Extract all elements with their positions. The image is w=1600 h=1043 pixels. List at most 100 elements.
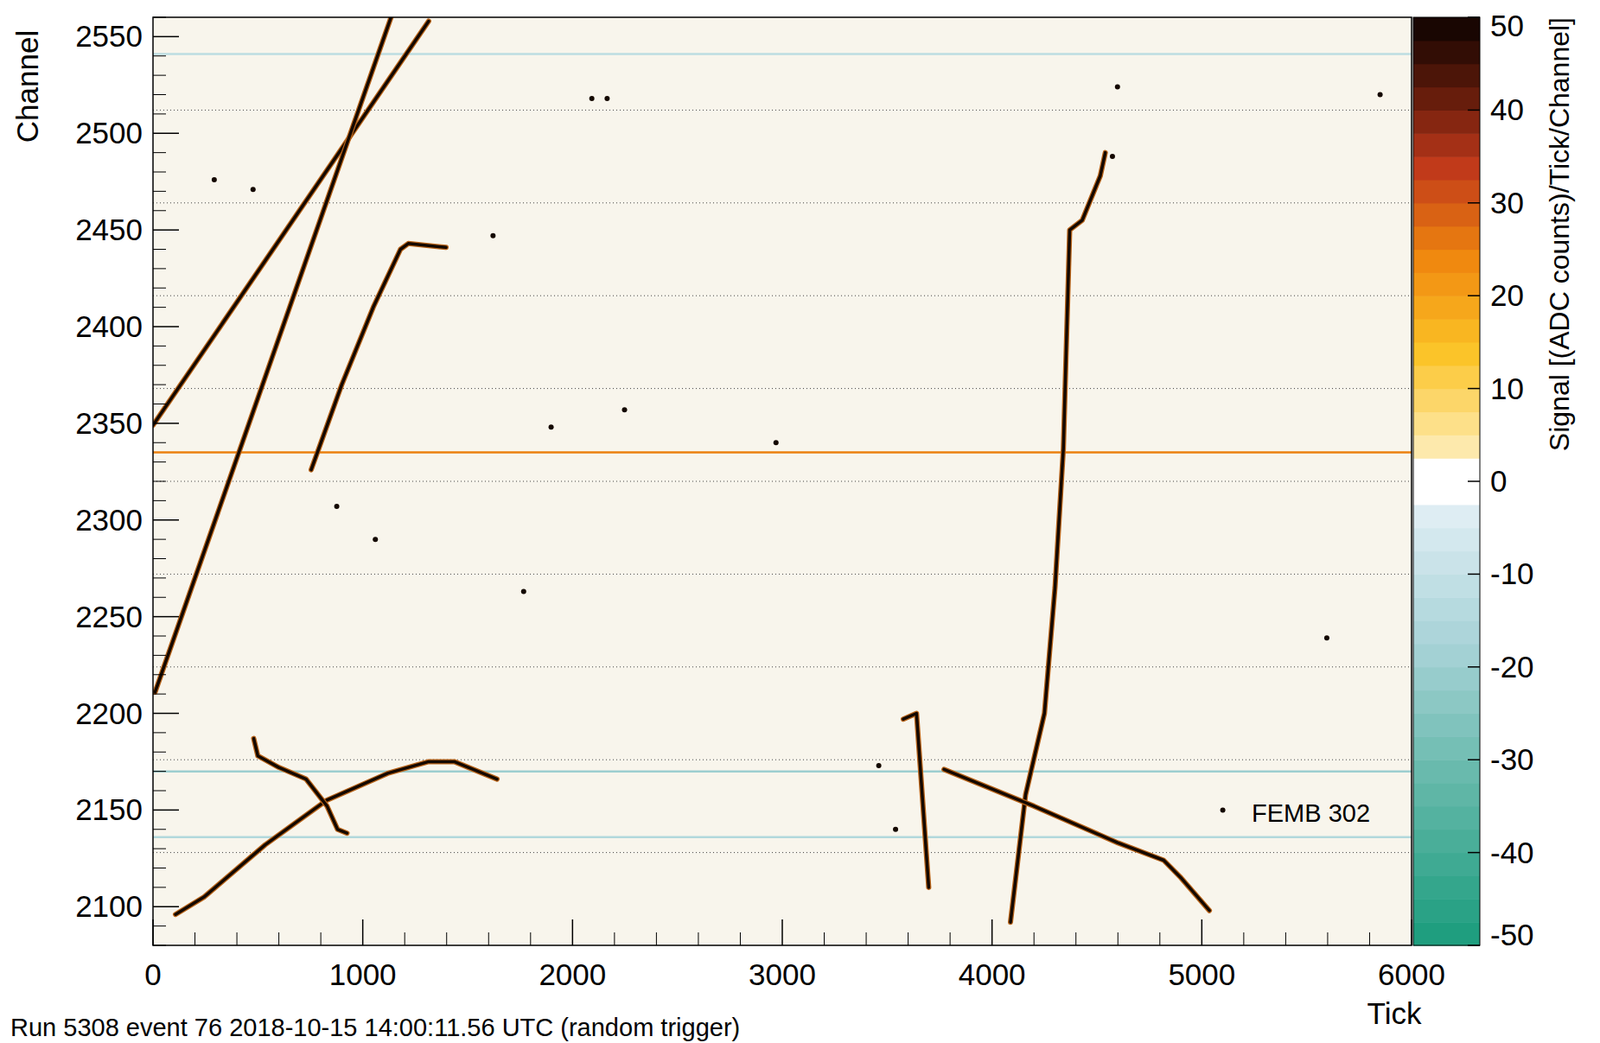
track	[152, 21, 429, 427]
colorbar-tick-label: -50	[1490, 917, 1535, 952]
x-minor-tick	[1285, 932, 1287, 946]
y-minor-tick	[152, 191, 166, 192]
colorbar-tick-label: -40	[1490, 835, 1535, 870]
colorbar-band	[1413, 853, 1480, 877]
colorbar-band	[1413, 481, 1480, 505]
femb-boundary	[152, 109, 1412, 111]
colorbar-tick	[1467, 666, 1480, 669]
blip	[1220, 807, 1226, 813]
colorbar-band	[1413, 203, 1480, 227]
x-tick	[1410, 919, 1413, 946]
colorbar-band	[1413, 875, 1480, 899]
colorbar-tick	[1467, 294, 1480, 297]
colorbar-band	[1413, 690, 1480, 714]
track-halo	[943, 769, 1210, 911]
femb-boundary	[152, 759, 1412, 761]
y-tick	[152, 906, 179, 909]
blip	[892, 827, 899, 833]
colorbar-title: Signal [(ADC counts)/Tick/Channel]	[1543, 17, 1575, 452]
blip	[604, 95, 610, 102]
x-minor-tick	[320, 932, 322, 946]
y-tick-label: 2200	[75, 696, 143, 731]
track	[1010, 152, 1106, 924]
y-tick	[152, 422, 179, 425]
colorbar-band	[1413, 342, 1480, 366]
track-halo	[175, 761, 498, 915]
x-axis-title: Tick	[1367, 996, 1422, 1031]
plot-background	[152, 17, 1412, 946]
y-tick-label: 2350	[75, 406, 143, 440]
colorbar-band	[1413, 156, 1480, 180]
colorbar-tick	[1467, 109, 1480, 112]
y-minor-tick	[152, 558, 166, 560]
x-minor-tick	[613, 932, 615, 946]
blip	[622, 407, 628, 413]
y-minor-tick	[152, 248, 166, 250]
colorbar-band	[1413, 573, 1480, 598]
colorbar-tick	[1467, 16, 1480, 19]
blip	[334, 503, 340, 510]
y-minor-tick	[152, 539, 166, 541]
y-minor-tick	[152, 790, 166, 792]
colorbar-tick	[1467, 852, 1480, 855]
colorbar-band	[1413, 713, 1480, 738]
x-minor-tick	[404, 932, 406, 946]
y-minor-tick	[152, 925, 166, 927]
y-tick	[152, 325, 179, 328]
track-halo	[311, 243, 447, 471]
y-minor-tick	[152, 345, 166, 347]
annotation: FEMB 302	[1251, 799, 1371, 828]
track-halo	[152, 21, 429, 427]
y-tick	[152, 809, 179, 812]
plot-frame	[152, 17, 1412, 946]
x-minor-tick	[949, 932, 951, 946]
colorbar-tick-label: 50	[1490, 8, 1524, 43]
blip	[773, 439, 779, 446]
y-minor-tick	[152, 306, 166, 308]
y-minor-tick	[152, 17, 166, 19]
colorbar-tick-label: 20	[1490, 278, 1524, 313]
channel-line	[152, 835, 1412, 839]
y-minor-tick	[152, 210, 166, 211]
x-tick-label: 3000	[748, 957, 816, 992]
x-tick	[362, 919, 364, 946]
y-minor-tick	[152, 732, 166, 734]
y-minor-tick	[152, 113, 166, 115]
x-minor-tick	[1326, 932, 1328, 946]
colorbar-band	[1413, 620, 1480, 644]
femb-boundary	[152, 481, 1412, 483]
colorbar-band	[1413, 40, 1480, 64]
colorbar-frame	[1413, 17, 1480, 946]
colorbar-tick	[1467, 388, 1480, 390]
colorbar-tick	[1467, 573, 1480, 576]
blip	[1115, 84, 1121, 90]
chart: 0100020003000400050006000210021502200225…	[0, 0, 1600, 1043]
y-axis-title: Channel	[10, 30, 45, 143]
y-tick-label: 2100	[75, 889, 143, 924]
colorbar-tick-label: -20	[1490, 650, 1535, 684]
colorbar-band	[1413, 806, 1480, 830]
colorbar-band	[1413, 63, 1480, 88]
x-tick-label: 1000	[329, 957, 397, 992]
y-minor-tick	[152, 848, 166, 850]
blip	[250, 186, 256, 192]
channel-line	[152, 770, 1412, 773]
track-halo	[1010, 152, 1106, 924]
track	[943, 769, 1210, 911]
colorbar-band	[1413, 272, 1480, 296]
y-tick	[152, 36, 179, 39]
x-tick-label: 0	[144, 957, 161, 992]
colorbar-band	[1413, 179, 1480, 204]
x-minor-tick	[739, 932, 741, 946]
colorbar-tick	[1467, 480, 1480, 483]
y-minor-tick	[152, 886, 166, 888]
colorbar-band	[1413, 458, 1480, 482]
x-minor-tick	[194, 932, 196, 946]
y-tick-label: 2250	[75, 599, 143, 634]
x-minor-tick	[866, 932, 867, 946]
x-minor-tick	[529, 932, 531, 946]
femb-boundary	[152, 202, 1412, 204]
y-tick-label: 2300	[75, 503, 143, 537]
blip	[490, 233, 496, 239]
colorbar-tick-label: 30	[1490, 185, 1524, 220]
